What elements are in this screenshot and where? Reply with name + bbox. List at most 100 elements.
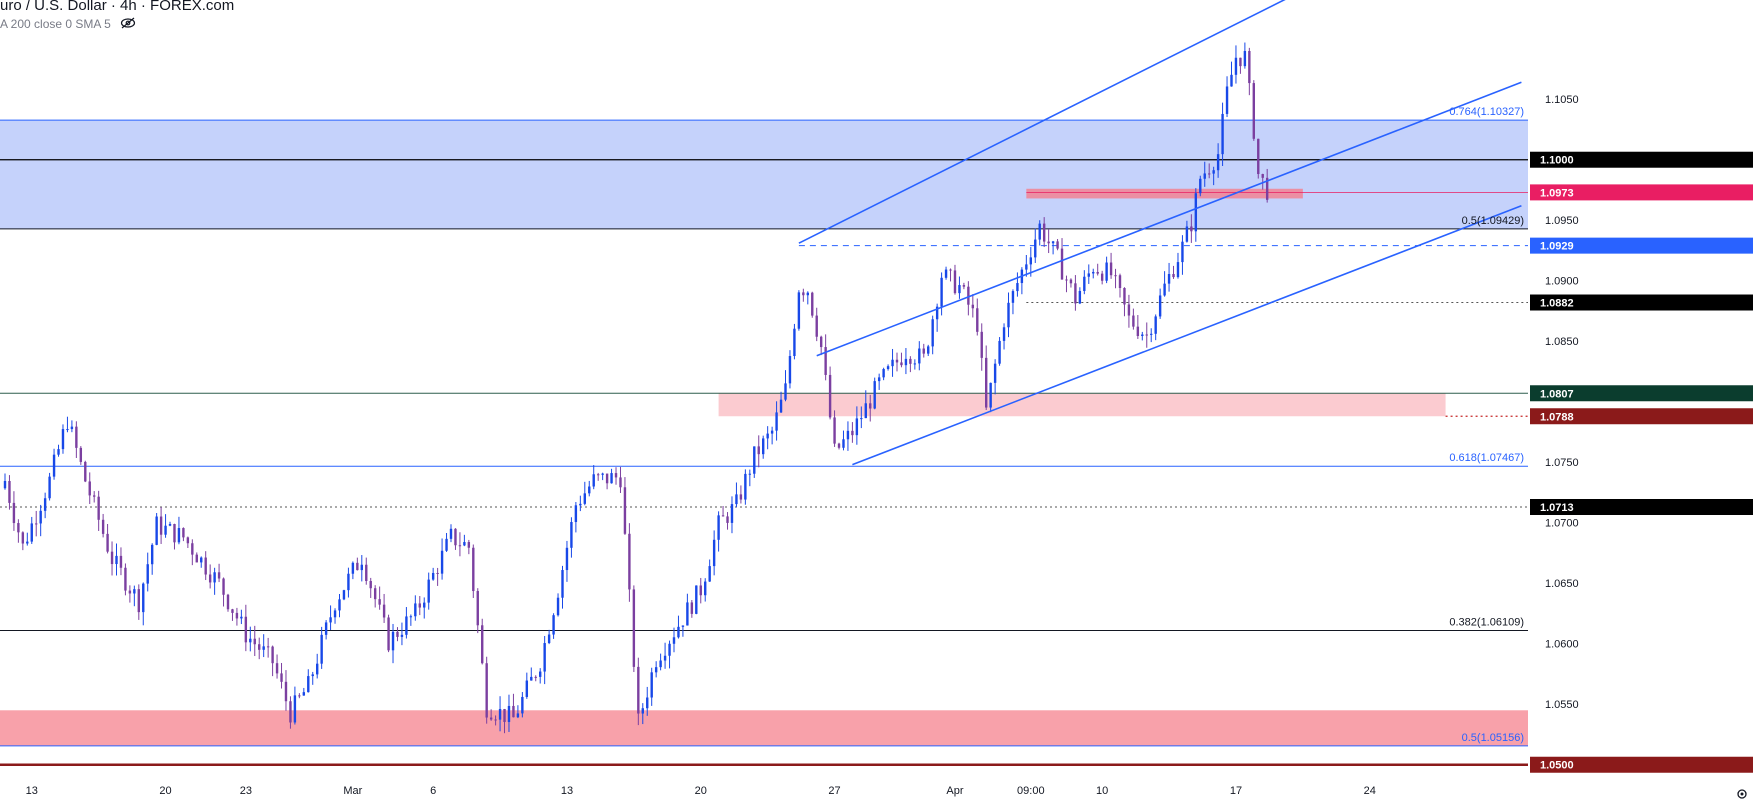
candle-body bbox=[1056, 241, 1059, 249]
candle-body bbox=[289, 701, 292, 723]
candle-body bbox=[1234, 57, 1238, 75]
candle-body bbox=[222, 578, 225, 595]
candle-body bbox=[204, 557, 207, 575]
candle-body bbox=[869, 403, 872, 409]
candle-body bbox=[690, 602, 694, 614]
candle-body bbox=[418, 603, 421, 608]
candle-body bbox=[574, 505, 578, 523]
fib-label: 0.5(1.05156) bbox=[1462, 732, 1524, 744]
candle-body bbox=[1025, 264, 1028, 270]
candle-body bbox=[431, 572, 435, 580]
candle-body bbox=[811, 292, 814, 316]
candle-body bbox=[1265, 177, 1269, 200]
candle-body bbox=[958, 285, 961, 294]
candle-body bbox=[1136, 326, 1140, 336]
candle-body bbox=[837, 443, 841, 448]
candle-body bbox=[213, 572, 216, 583]
candle-body bbox=[271, 646, 274, 664]
trend-line bbox=[816, 81, 1522, 357]
candle-body bbox=[1172, 273, 1175, 278]
candle-body bbox=[1132, 315, 1135, 327]
candle-body bbox=[802, 292, 805, 296]
candle-body bbox=[851, 430, 854, 436]
price-tick-label: 1.0600 bbox=[1545, 639, 1579, 651]
candle-body bbox=[1158, 295, 1162, 317]
candle-body bbox=[128, 590, 132, 594]
candle-body bbox=[806, 292, 809, 296]
candle-body bbox=[3, 480, 7, 489]
candle-body bbox=[1243, 50, 1247, 67]
candle-body bbox=[369, 580, 372, 589]
candle-body bbox=[177, 528, 181, 543]
price-label-box bbox=[1530, 151, 1753, 168]
gear-icon[interactable] bbox=[1737, 789, 1747, 799]
sma-legend-label: A 200 close 0 SMA 5 bbox=[0, 17, 111, 31]
time-tick-label: 09:00 bbox=[1017, 785, 1045, 797]
candle-body bbox=[962, 285, 966, 287]
candle-body bbox=[556, 597, 560, 616]
candle-body bbox=[748, 473, 752, 475]
candle-body bbox=[739, 494, 743, 500]
candle-body bbox=[52, 454, 56, 477]
candle-body bbox=[440, 550, 444, 574]
price-label-box bbox=[1530, 184, 1753, 201]
candle-body bbox=[186, 537, 190, 544]
candle-body bbox=[998, 340, 1001, 364]
candle-body bbox=[195, 554, 198, 563]
candle-body bbox=[512, 705, 515, 718]
time-tick-label: Apr bbox=[946, 785, 963, 797]
candle-body bbox=[396, 631, 399, 637]
eye-slash-icon[interactable] bbox=[120, 17, 136, 32]
fib-label: 0.382(1.06109) bbox=[1449, 617, 1524, 629]
fib-label: 0.764(1.10327) bbox=[1449, 106, 1524, 118]
candle-body bbox=[1167, 273, 1171, 284]
time-axis[interactable]: 13 20 23 Mar 6 13 20 27 Apr 09:00 10 17 24 bbox=[26, 785, 1747, 799]
candle-body bbox=[583, 493, 586, 504]
candle-body bbox=[989, 382, 992, 408]
price-tick-label: 1.0700 bbox=[1545, 518, 1579, 530]
candle-body bbox=[953, 270, 957, 294]
candle-body bbox=[217, 572, 221, 579]
candle-body bbox=[1078, 290, 1082, 304]
candle-body bbox=[1230, 74, 1233, 87]
candle-body bbox=[57, 449, 60, 455]
candle-body bbox=[779, 399, 783, 413]
candle-body bbox=[498, 708, 502, 720]
candle-body bbox=[525, 680, 529, 697]
candle-body bbox=[427, 579, 430, 603]
candle-body bbox=[298, 695, 301, 697]
candle-body bbox=[886, 366, 890, 370]
price-axis[interactable]: 1.1050 1.0950 1.0900 1.0850 1.0750 1.0700 1.06… bbox=[1530, 0, 1753, 801]
candle-body bbox=[913, 363, 917, 365]
candle-body bbox=[378, 599, 381, 605]
price-tick-label: 1.1050 bbox=[1545, 94, 1579, 106]
candle-body bbox=[258, 644, 261, 650]
candle-body bbox=[481, 625, 484, 664]
price-tick-label: 1.0550 bbox=[1545, 699, 1579, 711]
candle-body bbox=[695, 585, 698, 614]
candle-body bbox=[927, 346, 930, 354]
candle-body bbox=[173, 524, 176, 543]
candle-body bbox=[552, 615, 555, 635]
candle-body bbox=[619, 477, 622, 488]
candle-body bbox=[1092, 271, 1095, 274]
candle-body bbox=[605, 473, 609, 484]
candle-body bbox=[726, 516, 729, 523]
candle-body bbox=[1007, 302, 1010, 328]
candle-body bbox=[931, 319, 934, 347]
candle-body bbox=[543, 643, 546, 672]
candle-body bbox=[628, 533, 631, 590]
symbol-legend[interactable]: uro / U.S. Dollar · 4h · FOREX.com bbox=[0, 0, 235, 14]
candle-body bbox=[1203, 173, 1206, 179]
candle-body bbox=[1100, 273, 1104, 281]
candle-body bbox=[150, 544, 154, 565]
candle-body bbox=[677, 626, 680, 638]
candle-body bbox=[1065, 279, 1068, 281]
candle-body bbox=[534, 676, 537, 678]
sma-legend[interactable]: A 200 close 0 SMA 5 bbox=[0, 17, 136, 32]
candle-body bbox=[1034, 239, 1037, 258]
price-label-text: 1.0788 bbox=[1540, 411, 1574, 423]
candle-body bbox=[458, 545, 462, 547]
